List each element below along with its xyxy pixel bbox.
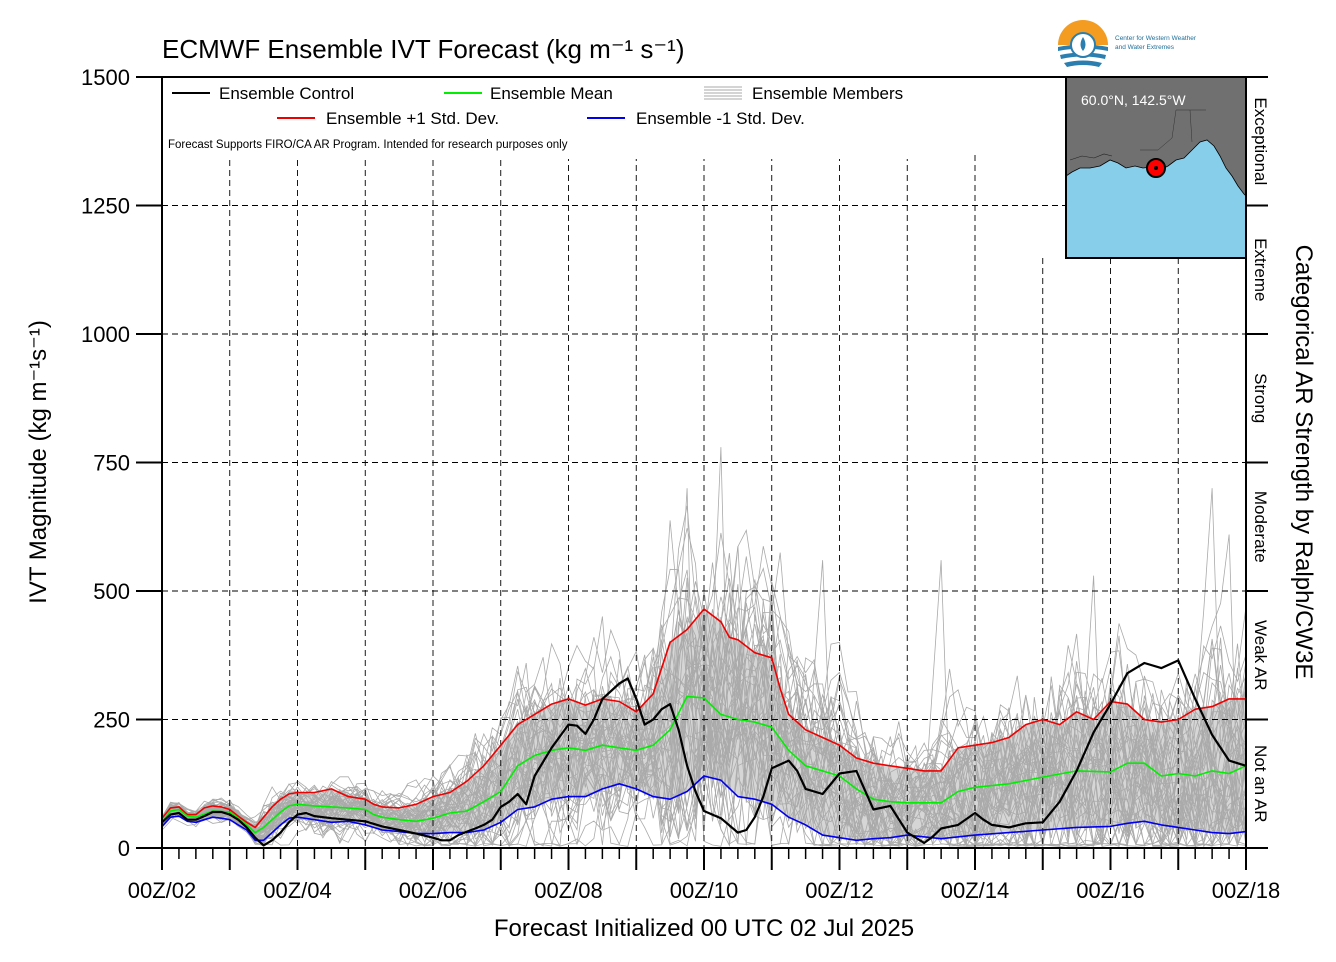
y-tick-label: 0 (118, 836, 130, 861)
ensemble-member-line (161, 586, 1247, 847)
y-axis-title: IVT Magnitude (kg m⁻¹s⁻¹) (25, 320, 52, 604)
inset-frame (1065, 76, 1247, 259)
y-tick-label: 500 (93, 579, 130, 604)
x-tick-label: 00Z/12 (805, 878, 874, 903)
ensemble-member-line (161, 596, 1247, 847)
legend-label-mean: Ensemble Mean (490, 84, 613, 103)
y-tick-label: 750 (93, 451, 130, 476)
category-label: Extreme (1251, 238, 1270, 301)
legend-label-control: Ensemble Control (219, 84, 354, 103)
y-tick-label: 1000 (81, 322, 130, 347)
category-label: Moderate (1251, 491, 1270, 563)
x-tick-label: 00Z/02 (128, 878, 197, 903)
category-label: Strong (1251, 373, 1270, 423)
series-line-mean (161, 695, 1247, 834)
chart-title: ECMWF Ensemble IVT Forecast (kg m⁻¹ s⁻¹) (162, 34, 684, 64)
x-tick-label: 00Z/14 (941, 878, 1010, 903)
x-tick-label: 00Z/18 (1212, 878, 1281, 903)
ensemble-member-line (161, 562, 1247, 848)
legend-label-members: Ensemble Members (752, 84, 903, 103)
location-marker-center (1154, 166, 1158, 170)
x-axis-title: Forecast Initialized 00 UTC 02 Jul 2025 (494, 915, 914, 942)
inset-location-map: 60.0°N, 142.5°W (1065, 76, 1247, 259)
category-label: Exceptional (1251, 97, 1270, 185)
inset-location-label: 60.0°N, 142.5°W (1081, 92, 1186, 108)
legend-swatch-members (704, 86, 742, 100)
right-axis-title: Categorical AR Strength by Ralph/CW3E (1290, 245, 1317, 680)
axis-layer: 0 250 500 750 1000 1250 1500 00Z/02 00Z/04 00Z/06… (81, 65, 1280, 903)
y-tick-label: 1250 (81, 194, 130, 219)
category-label: Weak AR (1251, 620, 1270, 691)
legend-label-minus-std: Ensemble -1 Std. Dev. (636, 109, 805, 128)
x-tick-label: 00Z/16 (1076, 878, 1145, 903)
y-tick-label: 250 (93, 708, 130, 733)
inset-ocean (1065, 139, 1247, 259)
logo-org-line1: Center for Western Weather (1115, 35, 1197, 42)
series-line-plus-std (161, 608, 1246, 829)
legend: Ensemble Control Ensemble Mean Ensemble … (163, 79, 963, 159)
legend-label-plus-std: Ensemble +1 Std. Dev. (326, 109, 499, 128)
category-label: Not an AR (1251, 745, 1270, 823)
series-layer (161, 608, 1247, 847)
inset-borders (1140, 109, 1206, 151)
series-line-control (161, 659, 1247, 847)
series-line-minus-std (161, 775, 1247, 842)
x-tick-label: 00Z/06 (399, 878, 468, 903)
y-tick-label: 1500 (81, 65, 130, 90)
grid-layer (162, 155, 1246, 848)
x-tick-label: 00Z/10 (670, 878, 739, 903)
category-labels: Not an AR Weak AR Moderate Strong Extreme Exc… (1251, 97, 1270, 822)
x-tick-label: 00Z/08 (534, 878, 603, 903)
x-tick-label: 00Z/04 (263, 878, 332, 903)
logo-org-line2: and Water Extremes (1115, 44, 1175, 51)
disclaimer-note: Forecast Supports FIRO/CA AR Program. In… (168, 139, 568, 151)
cw3e-logo: Center for Western Weather and Water Ext… (1058, 20, 1197, 70)
inset-coastline (1069, 153, 1113, 161)
